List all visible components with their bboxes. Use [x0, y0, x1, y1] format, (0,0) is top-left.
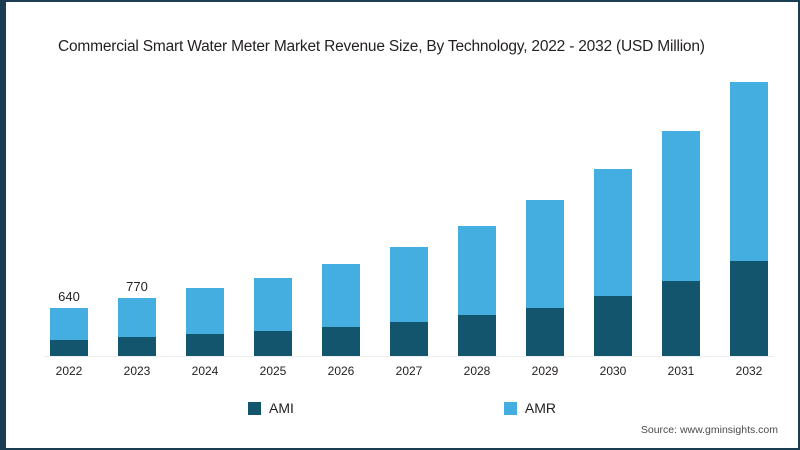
page-title: Commercial Smart Water Meter Market Reve… — [58, 38, 705, 55]
x-axis-tick-label: 2027 — [395, 364, 423, 378]
x-axis-tick-label: 2026 — [327, 364, 355, 378]
legend-item-ami[interactable]: AMI — [247, 400, 294, 416]
bar-group[interactable] — [322, 72, 360, 356]
bar-segment-ami[interactable] — [186, 334, 224, 356]
bar-segment-amr[interactable] — [50, 307, 88, 341]
bar-segment-ami[interactable] — [118, 337, 156, 356]
legend-swatch-amr — [503, 401, 517, 415]
bar-group[interactable]: 640 — [50, 72, 88, 356]
bar-stack[interactable] — [458, 226, 496, 356]
bar-segment-amr[interactable] — [390, 246, 428, 323]
bar-segment-amr[interactable] — [526, 200, 564, 308]
bar-segment-amr[interactable] — [322, 263, 360, 328]
bar-segment-ami[interactable] — [662, 281, 700, 356]
bar-stack[interactable] — [730, 81, 768, 356]
bar-stack[interactable] — [254, 277, 292, 356]
bar-stack[interactable] — [50, 307, 88, 356]
legend-label: AMR — [524, 400, 556, 416]
bar-stack[interactable] — [662, 131, 700, 356]
bar-stack[interactable] — [526, 200, 564, 356]
x-axis-tick-label: 2024 — [191, 364, 219, 378]
bar-stack[interactable] — [594, 168, 632, 356]
x-axis-tick-label: 2028 — [463, 364, 491, 378]
bar-segment-amr[interactable] — [458, 226, 496, 316]
bar-segment-ami[interactable] — [254, 331, 292, 356]
bar-segment-amr[interactable] — [662, 131, 700, 282]
axis-baseline — [44, 356, 774, 357]
bar-segment-amr[interactable] — [594, 168, 632, 296]
bar-segment-ami[interactable] — [458, 315, 496, 356]
x-axis-tick-label: 2031 — [667, 364, 695, 378]
bar-series-container: 640 770 — [44, 72, 774, 356]
bar-value-label: 640 — [58, 288, 80, 304]
bar-group[interactable] — [458, 72, 496, 356]
bar-group[interactable] — [662, 72, 700, 356]
legend-label: AMI — [268, 400, 294, 416]
bar-value-label: 770 — [126, 278, 148, 294]
bar-segment-ami[interactable] — [390, 322, 428, 356]
legend-swatch-ami — [247, 401, 261, 415]
bar-segment-ami[interactable] — [594, 295, 632, 356]
chart-canvas: Commercial Smart Water Meter Market Reve… — [6, 2, 798, 448]
x-axis-tick-label: 2022 — [55, 364, 83, 378]
x-axis-tick-label: 2023 — [123, 364, 151, 378]
chart-legend: AMI AMR — [6, 400, 798, 416]
bar-segment-amr[interactable] — [186, 288, 224, 335]
bar-group[interactable] — [390, 72, 428, 356]
bar-segment-ami[interactable] — [50, 340, 88, 356]
x-axis-tick-label: 2025 — [259, 364, 287, 378]
plot-area: 640 770 — [44, 72, 774, 357]
bar-group[interactable] — [254, 72, 292, 356]
x-axis-tick-label: 2029 — [531, 364, 559, 378]
x-axis-tick-label: 2032 — [735, 364, 763, 378]
bar-stack[interactable] — [322, 263, 360, 356]
bar-segment-ami[interactable] — [730, 260, 768, 356]
bar-group[interactable] — [730, 72, 768, 356]
bar-group[interactable] — [594, 72, 632, 356]
bar-segment-ami[interactable] — [322, 327, 360, 356]
bar-segment-amr[interactable] — [730, 81, 768, 261]
x-axis-tick-label: 2030 — [599, 364, 627, 378]
bar-group[interactable]: 770 — [118, 72, 156, 356]
bar-stack[interactable] — [390, 246, 428, 356]
source-attribution: Source: www.gminsights.com — [640, 424, 778, 436]
bar-segment-amr[interactable] — [118, 297, 156, 338]
bar-stack[interactable] — [186, 288, 224, 356]
bar-segment-ami[interactable] — [526, 307, 564, 356]
legend-item-amr[interactable]: AMR — [503, 400, 556, 416]
bar-segment-amr[interactable] — [254, 277, 292, 332]
bar-group[interactable] — [526, 72, 564, 356]
bar-stack[interactable] — [118, 297, 156, 356]
bar-group[interactable] — [186, 72, 224, 356]
x-axis-tick-labels: 2022 2023 2024 2025 2026 2027 2028 2029 2030 2031… — [44, 364, 774, 378]
